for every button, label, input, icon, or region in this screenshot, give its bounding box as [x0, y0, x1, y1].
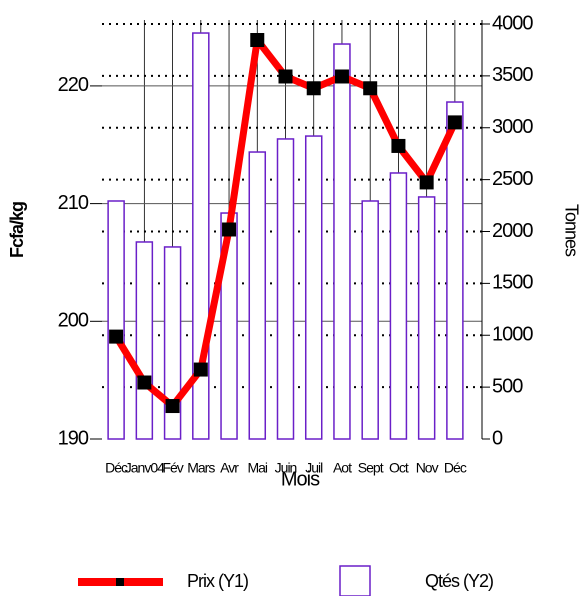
y2-tick-label: 4000 — [492, 12, 533, 34]
marker — [193, 362, 208, 377]
bar — [333, 43, 351, 440]
x-tick-label: Janv04 — [125, 460, 165, 476]
marker — [419, 175, 434, 190]
y2-tick-label: 1500 — [492, 272, 533, 294]
x-tick-label: Avr — [220, 460, 239, 476]
y-tick-label: 190 — [58, 427, 89, 449]
legend-marker — [116, 578, 124, 586]
x-tick-label: Aot — [333, 460, 352, 476]
legend-label: Prix (Y1) — [187, 571, 248, 591]
y2-tick-label: 1000 — [492, 324, 533, 346]
x-tick-label: Mars — [187, 460, 215, 476]
y-tick-label: 220 — [58, 74, 89, 96]
y-axis-label: Fcfa/kg — [7, 202, 27, 258]
x-tick-label: Déc — [444, 460, 467, 476]
bar — [446, 101, 464, 440]
x-tick-label: Juil — [305, 460, 323, 476]
marker — [165, 399, 180, 414]
bar — [107, 200, 125, 440]
marker — [334, 69, 349, 84]
x-tick-label: Sept — [358, 460, 384, 476]
x-tick-label: Juin — [275, 460, 297, 476]
y2-tick-label: 3000 — [492, 116, 533, 138]
x-axis-label: Mois — [281, 468, 320, 490]
marker — [447, 115, 462, 130]
x-tick-label: Nov — [416, 460, 439, 476]
marker — [306, 81, 321, 96]
y2-tick-label: 0 — [492, 427, 503, 449]
bar — [417, 196, 436, 440]
legend-box — [339, 565, 371, 596]
marker — [137, 375, 152, 390]
bar — [248, 151, 267, 440]
y-tick-label: 200 — [58, 310, 89, 332]
y-tick-label: 210 — [58, 192, 89, 214]
bar — [135, 241, 154, 440]
x-tick-label: Mai — [247, 460, 267, 476]
bar — [276, 138, 295, 440]
y2-axis-label: Tonnes — [561, 204, 581, 257]
marker — [278, 69, 293, 84]
bar — [361, 200, 379, 440]
legend-label: Qtés (Y2) — [425, 571, 493, 591]
y2-tick-label: 500 — [492, 375, 523, 397]
marker — [222, 222, 237, 237]
x-tick-label: Fév — [162, 460, 183, 476]
bar — [304, 135, 323, 440]
marker — [363, 81, 378, 96]
marker — [391, 138, 406, 153]
x-tick-label: Déc — [105, 460, 128, 476]
y2-tick-label: 2500 — [492, 168, 533, 190]
x-tick-label: Oct — [389, 460, 409, 476]
bar — [163, 246, 182, 440]
y2-tick-label: 3500 — [492, 64, 533, 86]
marker — [109, 329, 124, 344]
y2-tick-label: 2000 — [492, 220, 533, 242]
bar — [389, 172, 408, 440]
marker — [250, 33, 265, 48]
